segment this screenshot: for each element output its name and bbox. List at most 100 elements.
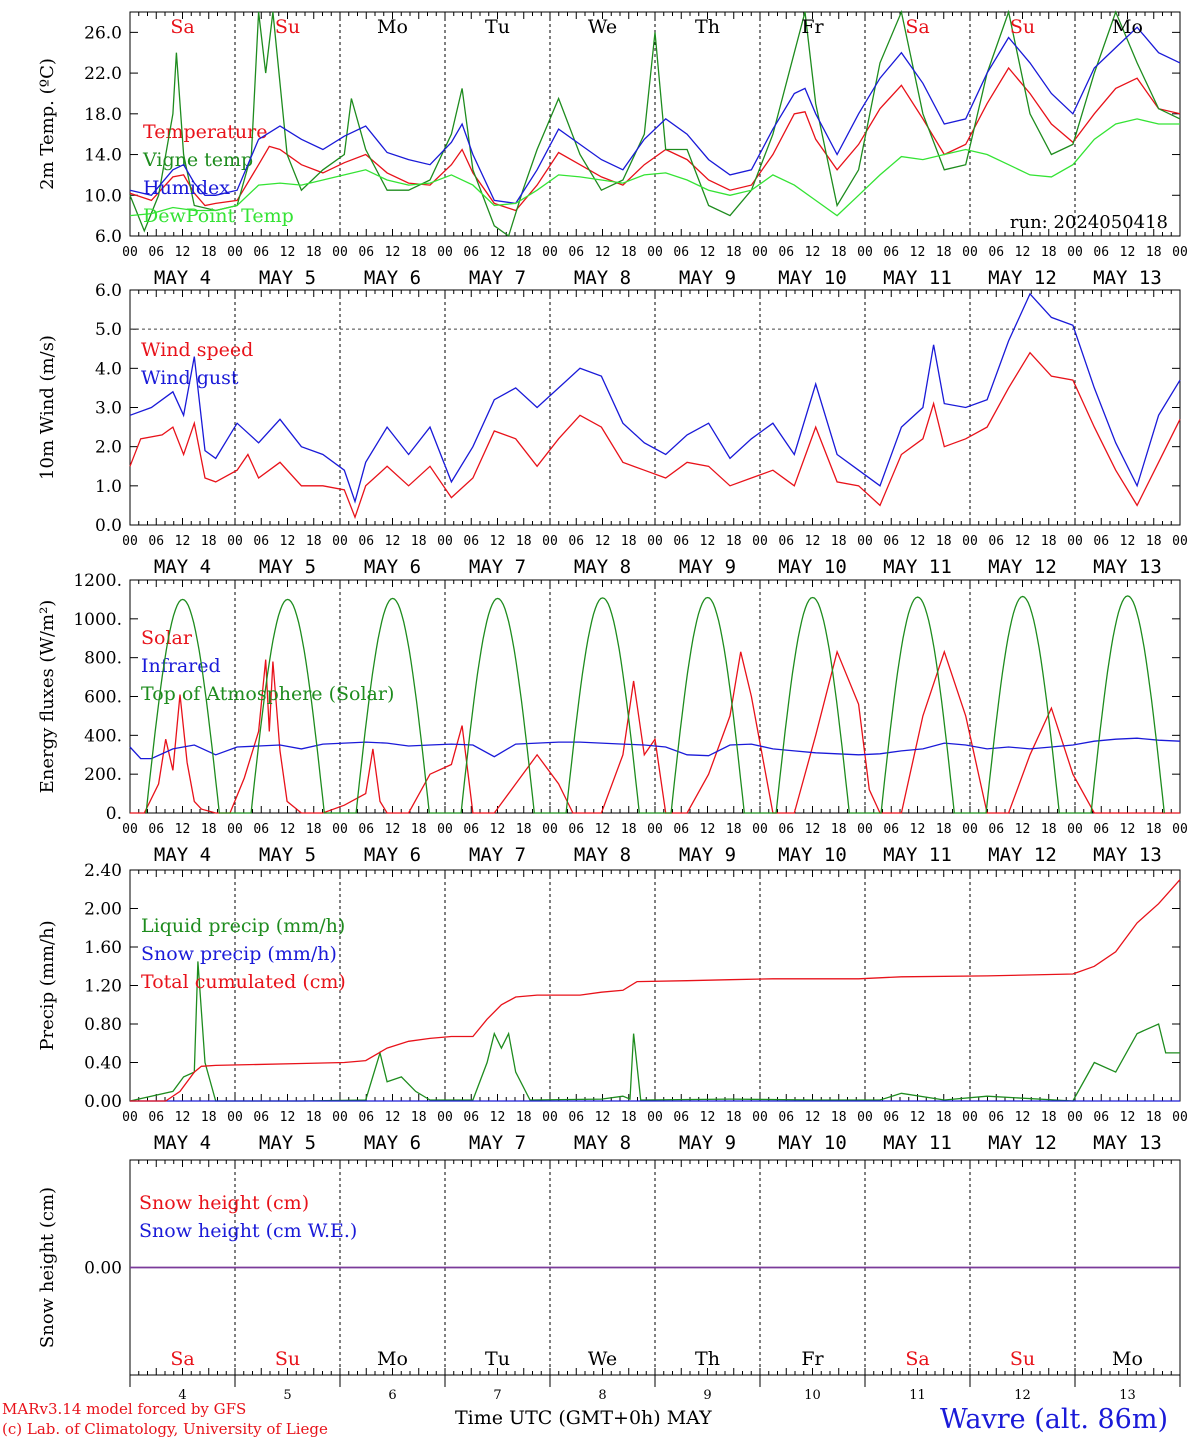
hour-label: 06: [673, 822, 689, 837]
y-tick-label: 2.0: [95, 438, 122, 458]
hour-label: 18: [936, 1110, 952, 1125]
date-label: MAY 12: [988, 267, 1057, 289]
hour-label: 00: [1172, 245, 1188, 260]
hour-label: 00: [1172, 822, 1188, 837]
hour-label: 06: [148, 822, 164, 837]
hour-label: 12: [1015, 245, 1031, 260]
legend-entry: Snow precip (mm/h): [141, 943, 337, 965]
hour-label: 18: [621, 534, 637, 549]
y-tick-label: 200.: [84, 765, 122, 785]
series-line-infrared: [129, 737, 1181, 760]
day-name: Fr: [801, 16, 824, 38]
hour-label: 12: [280, 1110, 296, 1125]
y-tick-label: 2.40: [84, 861, 122, 881]
y-axis-label: 2m Temp. (ºC): [37, 58, 58, 190]
y-tick-label: 14.0: [84, 146, 122, 166]
date-label: MAY 5: [259, 844, 316, 866]
day-number: 9: [703, 1388, 711, 1403]
chart-panel-4: 0.00 0.40 0.80 1.20 1.60 2.00 2.40 Precip (mm/h…: [37, 861, 1188, 1154]
hour-label: 06: [673, 534, 689, 549]
hour-label: 18: [411, 1110, 427, 1125]
hour-label: 00: [752, 534, 768, 549]
date-label: MAY 7: [469, 556, 526, 578]
hour-label: 06: [988, 245, 1004, 260]
hour-label: 00: [857, 822, 873, 837]
hour-label: 00: [437, 534, 453, 549]
hour-label: 06: [1093, 534, 1109, 549]
hour-label: 12: [910, 534, 926, 549]
hour-label: 00: [332, 245, 348, 260]
y-tick-label: 6.0: [95, 227, 122, 247]
hour-label: 06: [568, 245, 584, 260]
hour-label: 00: [227, 245, 243, 260]
hour-label: 12: [700, 245, 716, 260]
hour-label: 12: [1120, 1110, 1136, 1125]
day-name: We: [588, 16, 617, 38]
hour-label: 00: [647, 822, 663, 837]
hour-label: 18: [201, 534, 217, 549]
hour-label: 18: [516, 1110, 532, 1125]
hour-label: 00: [542, 534, 558, 549]
hour-label: 06: [358, 1110, 374, 1125]
hour-label: 06: [1093, 245, 1109, 260]
y-tick-label: 3.0: [95, 399, 122, 419]
date-label: MAY 12: [988, 1132, 1057, 1154]
hour-label: 00: [227, 822, 243, 837]
hour-label: 18: [831, 1110, 847, 1125]
hour-label: 00: [122, 1110, 138, 1125]
hour-label: 06: [778, 822, 794, 837]
hour-label: 06: [568, 534, 584, 549]
legend-entry: Temperature: [143, 121, 267, 143]
date-label: MAY 12: [988, 844, 1057, 866]
y-axis-label: 10m Wind (m/s): [37, 335, 58, 480]
legend-entry: Snow height (cm W.E.): [139, 1220, 357, 1242]
hour-label: 12: [1120, 822, 1136, 837]
hour-label: 00: [332, 534, 348, 549]
series-line-humidex: [129, 26, 1181, 205]
y-tick-label: 1.0: [95, 477, 122, 497]
hour-label: 12: [490, 534, 506, 549]
day-number: 10: [804, 1388, 821, 1403]
hour-label: 12: [385, 534, 401, 549]
hour-label: 18: [1146, 245, 1162, 260]
hour-label: 00: [542, 245, 558, 260]
hour-label: 18: [201, 1110, 217, 1125]
y-tick-label: 1.60: [84, 938, 122, 958]
hour-label: 18: [516, 245, 532, 260]
hour-label: 12: [910, 1110, 926, 1125]
day-name: Sa: [905, 1348, 929, 1370]
hour-label: 00: [437, 1110, 453, 1125]
hour-label: 18: [1041, 534, 1057, 549]
y-tick-label: 1000.: [73, 610, 122, 630]
chart-panel-2: 0.0 1.0 2.0 3.0 4.0 5.0 6.0 10m Wind (m/s) Wind …: [37, 281, 1188, 578]
hour-label: 06: [988, 1110, 1004, 1125]
day-number: 8: [598, 1388, 606, 1403]
hour-label: 00: [752, 245, 768, 260]
hour-label: 18: [411, 245, 427, 260]
hour-label: 06: [883, 534, 899, 549]
date-label: MAY 6: [364, 267, 421, 289]
hour-label: 12: [385, 245, 401, 260]
plot-frame: [129, 11, 1181, 237]
hour-label: 06: [148, 534, 164, 549]
date-label: MAY 11: [883, 844, 952, 866]
hour-label: 18: [936, 822, 952, 837]
legend-entry: DewPoint Temp: [143, 205, 294, 227]
hour-label: 06: [253, 245, 269, 260]
date-label: MAY 4: [154, 844, 211, 866]
date-label: MAY 9: [679, 844, 736, 866]
hour-label: 18: [306, 822, 322, 837]
hour-label: 12: [175, 1110, 191, 1125]
day-name: Mo: [1112, 16, 1143, 38]
hour-label: 18: [621, 245, 637, 260]
day-name: Su: [275, 1348, 300, 1370]
hour-label: 00: [227, 1110, 243, 1125]
hour-label: 18: [1146, 1110, 1162, 1125]
hour-label: 12: [595, 1110, 611, 1125]
hour-label: 18: [1041, 1110, 1057, 1125]
hour-label: 00: [752, 822, 768, 837]
y-tick-label: 6.0: [95, 281, 122, 301]
y-tick-label: 10.0: [84, 186, 122, 206]
date-label: MAY 4: [154, 267, 211, 289]
